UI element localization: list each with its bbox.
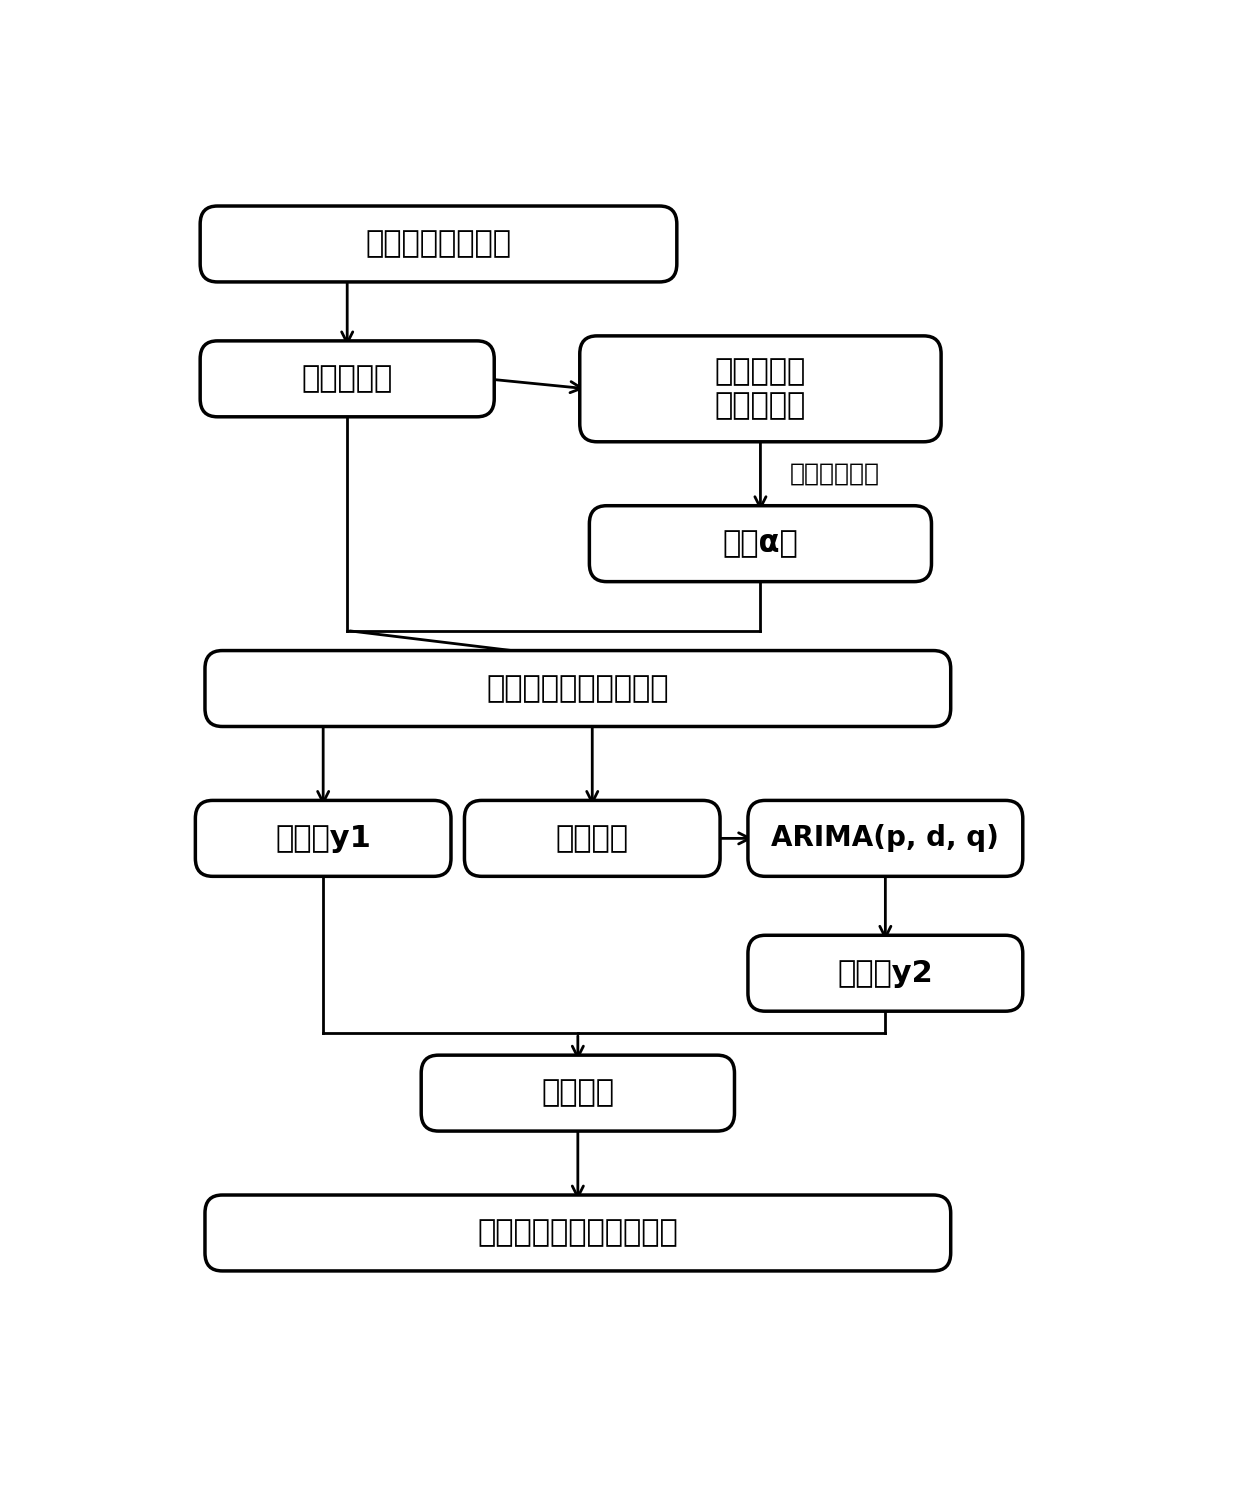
FancyBboxPatch shape [748, 800, 1023, 876]
FancyBboxPatch shape [200, 206, 677, 282]
FancyBboxPatch shape [580, 336, 941, 442]
FancyBboxPatch shape [200, 340, 495, 416]
FancyBboxPatch shape [422, 1055, 734, 1131]
FancyBboxPatch shape [205, 651, 951, 727]
FancyBboxPatch shape [205, 1195, 951, 1271]
FancyBboxPatch shape [589, 506, 931, 582]
Text: 预测値y1: 预测値y1 [275, 824, 371, 853]
Text: 选取相关影响变量: 选取相关影响变量 [366, 230, 511, 258]
Text: 局部加权线性回归模型: 局部加权线性回归模型 [486, 674, 670, 703]
Text: 留一交叉验证: 留一交叉验证 [789, 461, 879, 486]
Text: 最优α値: 最优α値 [723, 530, 799, 558]
Text: 设定数据子
集比例范围: 设定数据子 集比例范围 [714, 358, 806, 421]
FancyBboxPatch shape [748, 935, 1023, 1012]
Text: 下游电站入库流量预测値: 下游电站入库流量预测値 [477, 1219, 678, 1247]
Text: 标准化数据: 标准化数据 [301, 364, 393, 394]
Text: 预测値y2: 预测値y2 [837, 959, 934, 988]
Text: ARIMA(p, d, q): ARIMA(p, d, q) [771, 825, 999, 852]
Text: 训练误差: 训练误差 [556, 824, 629, 853]
FancyBboxPatch shape [196, 800, 451, 876]
FancyBboxPatch shape [465, 800, 720, 876]
Text: 反标准化: 反标准化 [542, 1079, 614, 1107]
